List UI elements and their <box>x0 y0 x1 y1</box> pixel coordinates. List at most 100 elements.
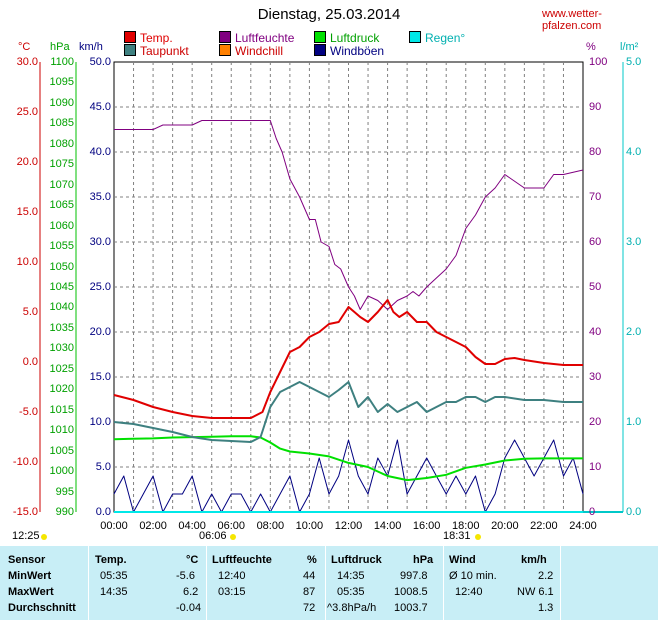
legend-label: Windböen <box>330 44 385 58</box>
pressure-tick-label: 1095 <box>49 76 74 89</box>
wind-tick-label: 25.0 <box>89 281 111 293</box>
wind-avg-label: Ø 10 min. <box>449 570 497 582</box>
rain-unit-label: l/m² <box>620 41 639 53</box>
legend-item-windchill: Windchill <box>219 44 283 58</box>
table-header-pressure-unit: hPa <box>413 554 434 566</box>
temp-tick-label: 25.0 <box>16 106 38 118</box>
max-humidity-time: 03:15 <box>218 586 246 598</box>
avg-pressure-value: 1003.7 <box>394 602 428 614</box>
temp-tick-label: 5.0 <box>22 306 38 318</box>
legend-swatch <box>124 44 136 56</box>
temp-tick-label: -15.0 <box>12 506 38 518</box>
legend-label: Luftdruck <box>330 31 380 45</box>
time-tick-label: 22:00 <box>530 520 558 532</box>
pressure-tick-label: 1025 <box>49 362 74 375</box>
temp-tick-label: 10.0 <box>16 256 38 268</box>
wind-avg-value: 2.2 <box>538 570 554 582</box>
table-divider <box>88 546 89 620</box>
series-line-taupunkt <box>113 381 583 443</box>
min-pressure-time: 14:35 <box>337 570 365 582</box>
min-pressure-value: 997.8 <box>400 570 428 582</box>
pressure-tick-label: 1055 <box>49 240 74 253</box>
humidity-unit-label: % <box>586 41 596 53</box>
sunset-time: 18:31 <box>443 530 471 542</box>
wind-tick-label: 30.0 <box>89 236 111 248</box>
legend-item-pressure: Luftdruck <box>314 31 379 45</box>
table-divider <box>206 546 207 620</box>
chart-title: Dienstag, 25.03.2014 <box>257 6 401 23</box>
min-humidity-value: 44 <box>303 570 316 582</box>
pressure-tick-label: 1090 <box>49 96 74 109</box>
source-link[interactable]: www.wetter-pfalzen.com <box>542 8 602 32</box>
moonrise-marker <box>41 534 47 540</box>
pressure-tick-label: 1070 <box>49 178 74 191</box>
pressure-tick-label: 1015 <box>49 403 74 416</box>
wind-overall-avg: 1.3 <box>538 602 554 614</box>
temp-tick-label: -5.0 <box>19 406 38 418</box>
pressure-tick-label: 1085 <box>49 117 74 130</box>
series-line-luftdruck <box>113 435 583 482</box>
time-tick-label: 08:00 <box>256 520 285 532</box>
time-tick-label: 16:00 <box>412 520 441 532</box>
pressure-tick-label: 995 <box>55 485 74 498</box>
humidity-tick-label: 90 <box>589 101 602 113</box>
pressure-tick-label: 1005 <box>49 444 74 457</box>
humidity-tick-label: 80 <box>589 146 602 158</box>
wind-tick-label: 50.0 <box>89 56 111 68</box>
pressure-tick-label: 1000 <box>49 465 74 478</box>
pressure-tick-label: 1030 <box>49 342 74 355</box>
pressure-tick-label: 1075 <box>49 158 74 171</box>
time-tick-label: 06:00 <box>217 520 246 532</box>
pressure-tick-label: 1020 <box>49 383 74 396</box>
table-header-wind-unit: km/h <box>521 554 547 566</box>
legend-label: Luftfeuchte <box>235 31 295 45</box>
max-temp-time: 14:35 <box>100 586 128 598</box>
rain-tick-label: 1.0 <box>626 416 642 428</box>
wind-tick-label: 40.0 <box>89 146 111 158</box>
wind-tick-label: 15.0 <box>89 371 111 383</box>
pressure-tick-label: 990 <box>55 506 74 518</box>
row-label-max: MaxWert <box>8 586 54 598</box>
series-line-temp <box>113 299 583 419</box>
humidity-tick-label: 30 <box>589 371 602 383</box>
min-temp-value: -5.6 <box>176 570 195 582</box>
time-tick-label: 00:00 <box>100 520 128 532</box>
avg-temp-value: -0.04 <box>176 602 202 614</box>
pressure-tick-label: 1010 <box>49 424 74 437</box>
rain-tick-label: 5.0 <box>626 56 642 68</box>
wind-tick-label: 10.0 <box>89 416 111 428</box>
stats-table <box>0 546 658 620</box>
temp-tick-label: 20.0 <box>16 156 38 168</box>
legend-label: Taupunkt <box>140 44 189 58</box>
legend-swatch <box>124 31 136 43</box>
humidity-tick-label: 20 <box>589 416 602 428</box>
series-line-windben <box>113 439 584 513</box>
legend-swatch <box>314 44 326 56</box>
pressure-tick-label: 1080 <box>49 137 74 150</box>
table-header-temp: Temp. <box>95 554 127 566</box>
time-tick-label: 02:00 <box>139 520 167 532</box>
humidity-tick-label: 100 <box>589 56 608 68</box>
legend-item-gusts: Windböen <box>314 44 384 58</box>
time-tick-label: 12:00 <box>334 520 363 532</box>
time-tick-label: 14:00 <box>373 520 402 532</box>
legend-item-humidity: Luftfeuchte <box>219 31 294 45</box>
max-temp-value: 6.2 <box>183 586 199 598</box>
table-divider <box>325 546 326 620</box>
sunrise-marker <box>230 534 236 540</box>
wind-tick-label: 20.0 <box>89 326 111 338</box>
wind-tick-label: 45.0 <box>89 101 111 113</box>
temp-tick-label: -10.0 <box>12 456 38 468</box>
pressure-tick-label: 1065 <box>49 199 74 212</box>
wind-unit-label: km/h <box>79 41 103 53</box>
table-header-pressure: Luftdruck <box>331 554 382 566</box>
legend-swatch <box>409 31 421 43</box>
pressure-tick-label: 1060 <box>49 219 74 232</box>
humidity-tick-label: 10 <box>589 461 602 473</box>
table-header-temp-unit: °C <box>186 554 199 566</box>
sunrise-time: 06:06 <box>199 530 227 542</box>
time-tick-label: 10:00 <box>295 520 324 532</box>
table-header-humidity-unit: % <box>307 554 317 566</box>
pressure-tick-label: 1045 <box>49 281 74 293</box>
time-tick-label: 20:00 <box>491 520 519 532</box>
